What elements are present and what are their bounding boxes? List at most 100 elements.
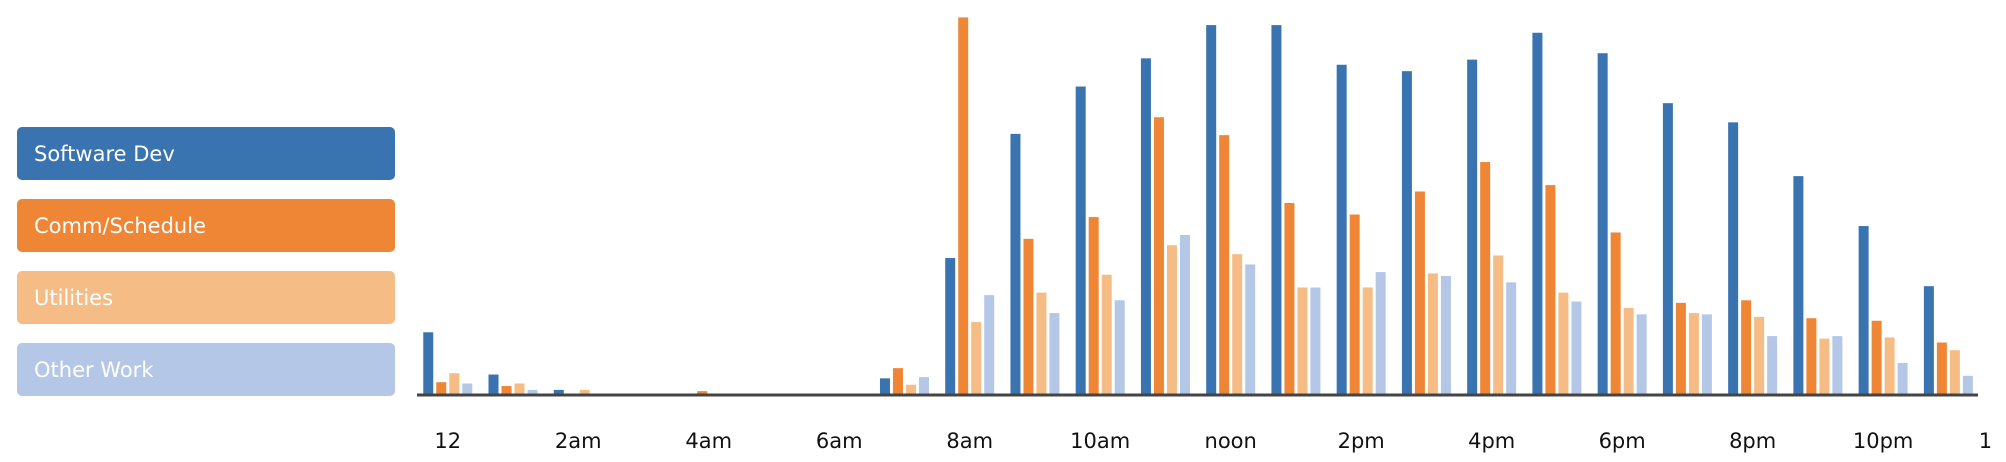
- bar: [449, 373, 460, 395]
- bar: [958, 17, 969, 396]
- bar: [1036, 292, 1047, 395]
- bar: [1728, 122, 1739, 396]
- bar: [1114, 300, 1125, 395]
- x-tick-label: 8am: [946, 429, 993, 453]
- bar: [1049, 313, 1060, 395]
- legend-swatch: [17, 127, 395, 180]
- bar: [1897, 363, 1908, 395]
- x-tick-label: 4am: [685, 429, 732, 453]
- bar: [1675, 302, 1686, 395]
- bar: [892, 368, 903, 395]
- bar: [1336, 64, 1347, 395]
- bar: [1362, 287, 1373, 395]
- bar: [1284, 203, 1295, 395]
- bar: [423, 332, 434, 395]
- bar: [1010, 133, 1021, 395]
- bar: [1271, 25, 1282, 396]
- bar: [1610, 232, 1621, 395]
- bar: [1101, 274, 1112, 395]
- x-tick-label: noon: [1205, 429, 1257, 453]
- bar: [984, 295, 995, 395]
- bar: [1949, 350, 1960, 395]
- bar: [697, 391, 708, 395]
- bar: [905, 384, 916, 395]
- bar: [879, 378, 890, 395]
- bar: [1532, 32, 1543, 395]
- bar: [1375, 272, 1386, 395]
- bar: [1088, 217, 1099, 395]
- bar: [1571, 301, 1582, 395]
- bar: [1023, 238, 1034, 395]
- legend-swatch: [17, 271, 395, 324]
- legend-label: Other Work: [34, 358, 154, 382]
- bar: [1297, 287, 1308, 395]
- bar: [1871, 320, 1882, 395]
- bar: [1427, 273, 1438, 395]
- bar: [1701, 314, 1712, 395]
- bar: [1545, 185, 1556, 395]
- bar: [1245, 264, 1256, 395]
- bar: [1480, 162, 1491, 395]
- bar: [1936, 342, 1947, 395]
- bar: [1754, 316, 1765, 395]
- bar: [1558, 292, 1569, 395]
- legend-label: Software Dev: [34, 142, 175, 166]
- bar: [553, 389, 564, 395]
- bar: [1219, 135, 1230, 395]
- bar: [1623, 307, 1634, 395]
- bar: [1075, 86, 1086, 396]
- bar: [1467, 59, 1478, 395]
- bar: [1493, 255, 1504, 395]
- x-tick-label: 8pm: [1729, 429, 1776, 453]
- bar: [918, 377, 929, 395]
- bar: [1741, 300, 1752, 395]
- x-tick-label: 6pm: [1599, 429, 1646, 453]
- bar: [945, 258, 956, 395]
- bar: [501, 386, 512, 395]
- bar: [1166, 245, 1177, 395]
- bar: [1662, 103, 1673, 395]
- x-tick-label: 4pm: [1468, 429, 1515, 453]
- bar: [1310, 287, 1321, 395]
- bar: [1923, 286, 1934, 395]
- bar: [1819, 338, 1830, 395]
- bar: [1793, 176, 1804, 395]
- bar: [1153, 117, 1164, 396]
- bar: [1206, 25, 1217, 396]
- bar: [1349, 214, 1360, 395]
- bar: [1401, 71, 1412, 395]
- legend-swatch: [17, 343, 395, 396]
- bar: [1806, 318, 1817, 395]
- bar: [1232, 254, 1243, 395]
- legend-label: Utilities: [34, 286, 113, 310]
- x-tick-label: 2am: [555, 429, 602, 453]
- bar: [527, 389, 538, 395]
- bar: [436, 382, 447, 395]
- x-tick-label: 12: [434, 429, 461, 453]
- x-tick-label: 2pm: [1338, 429, 1385, 453]
- bar: [1140, 58, 1151, 396]
- x-tick-label: 1: [1979, 429, 1992, 453]
- bar: [488, 374, 499, 395]
- bar: [1858, 226, 1869, 395]
- bar: [971, 322, 982, 395]
- legend-swatch: [17, 199, 395, 252]
- bar: [462, 383, 473, 395]
- x-tick-label: 10pm: [1853, 429, 1914, 453]
- x-tick-label: 10am: [1070, 429, 1130, 453]
- bar: [1636, 314, 1647, 395]
- bar: [1179, 235, 1190, 395]
- bar: [1884, 337, 1895, 395]
- bar: [1767, 336, 1778, 395]
- bar: [1962, 375, 1973, 395]
- bar: [1506, 282, 1517, 395]
- bar: [1414, 191, 1425, 395]
- bar: [1688, 313, 1699, 395]
- x-tick-label: 6am: [816, 429, 863, 453]
- bar: [1832, 336, 1843, 395]
- bar: [1597, 53, 1608, 396]
- bar: [514, 383, 525, 395]
- bar: [579, 389, 590, 395]
- bar: [1440, 275, 1451, 395]
